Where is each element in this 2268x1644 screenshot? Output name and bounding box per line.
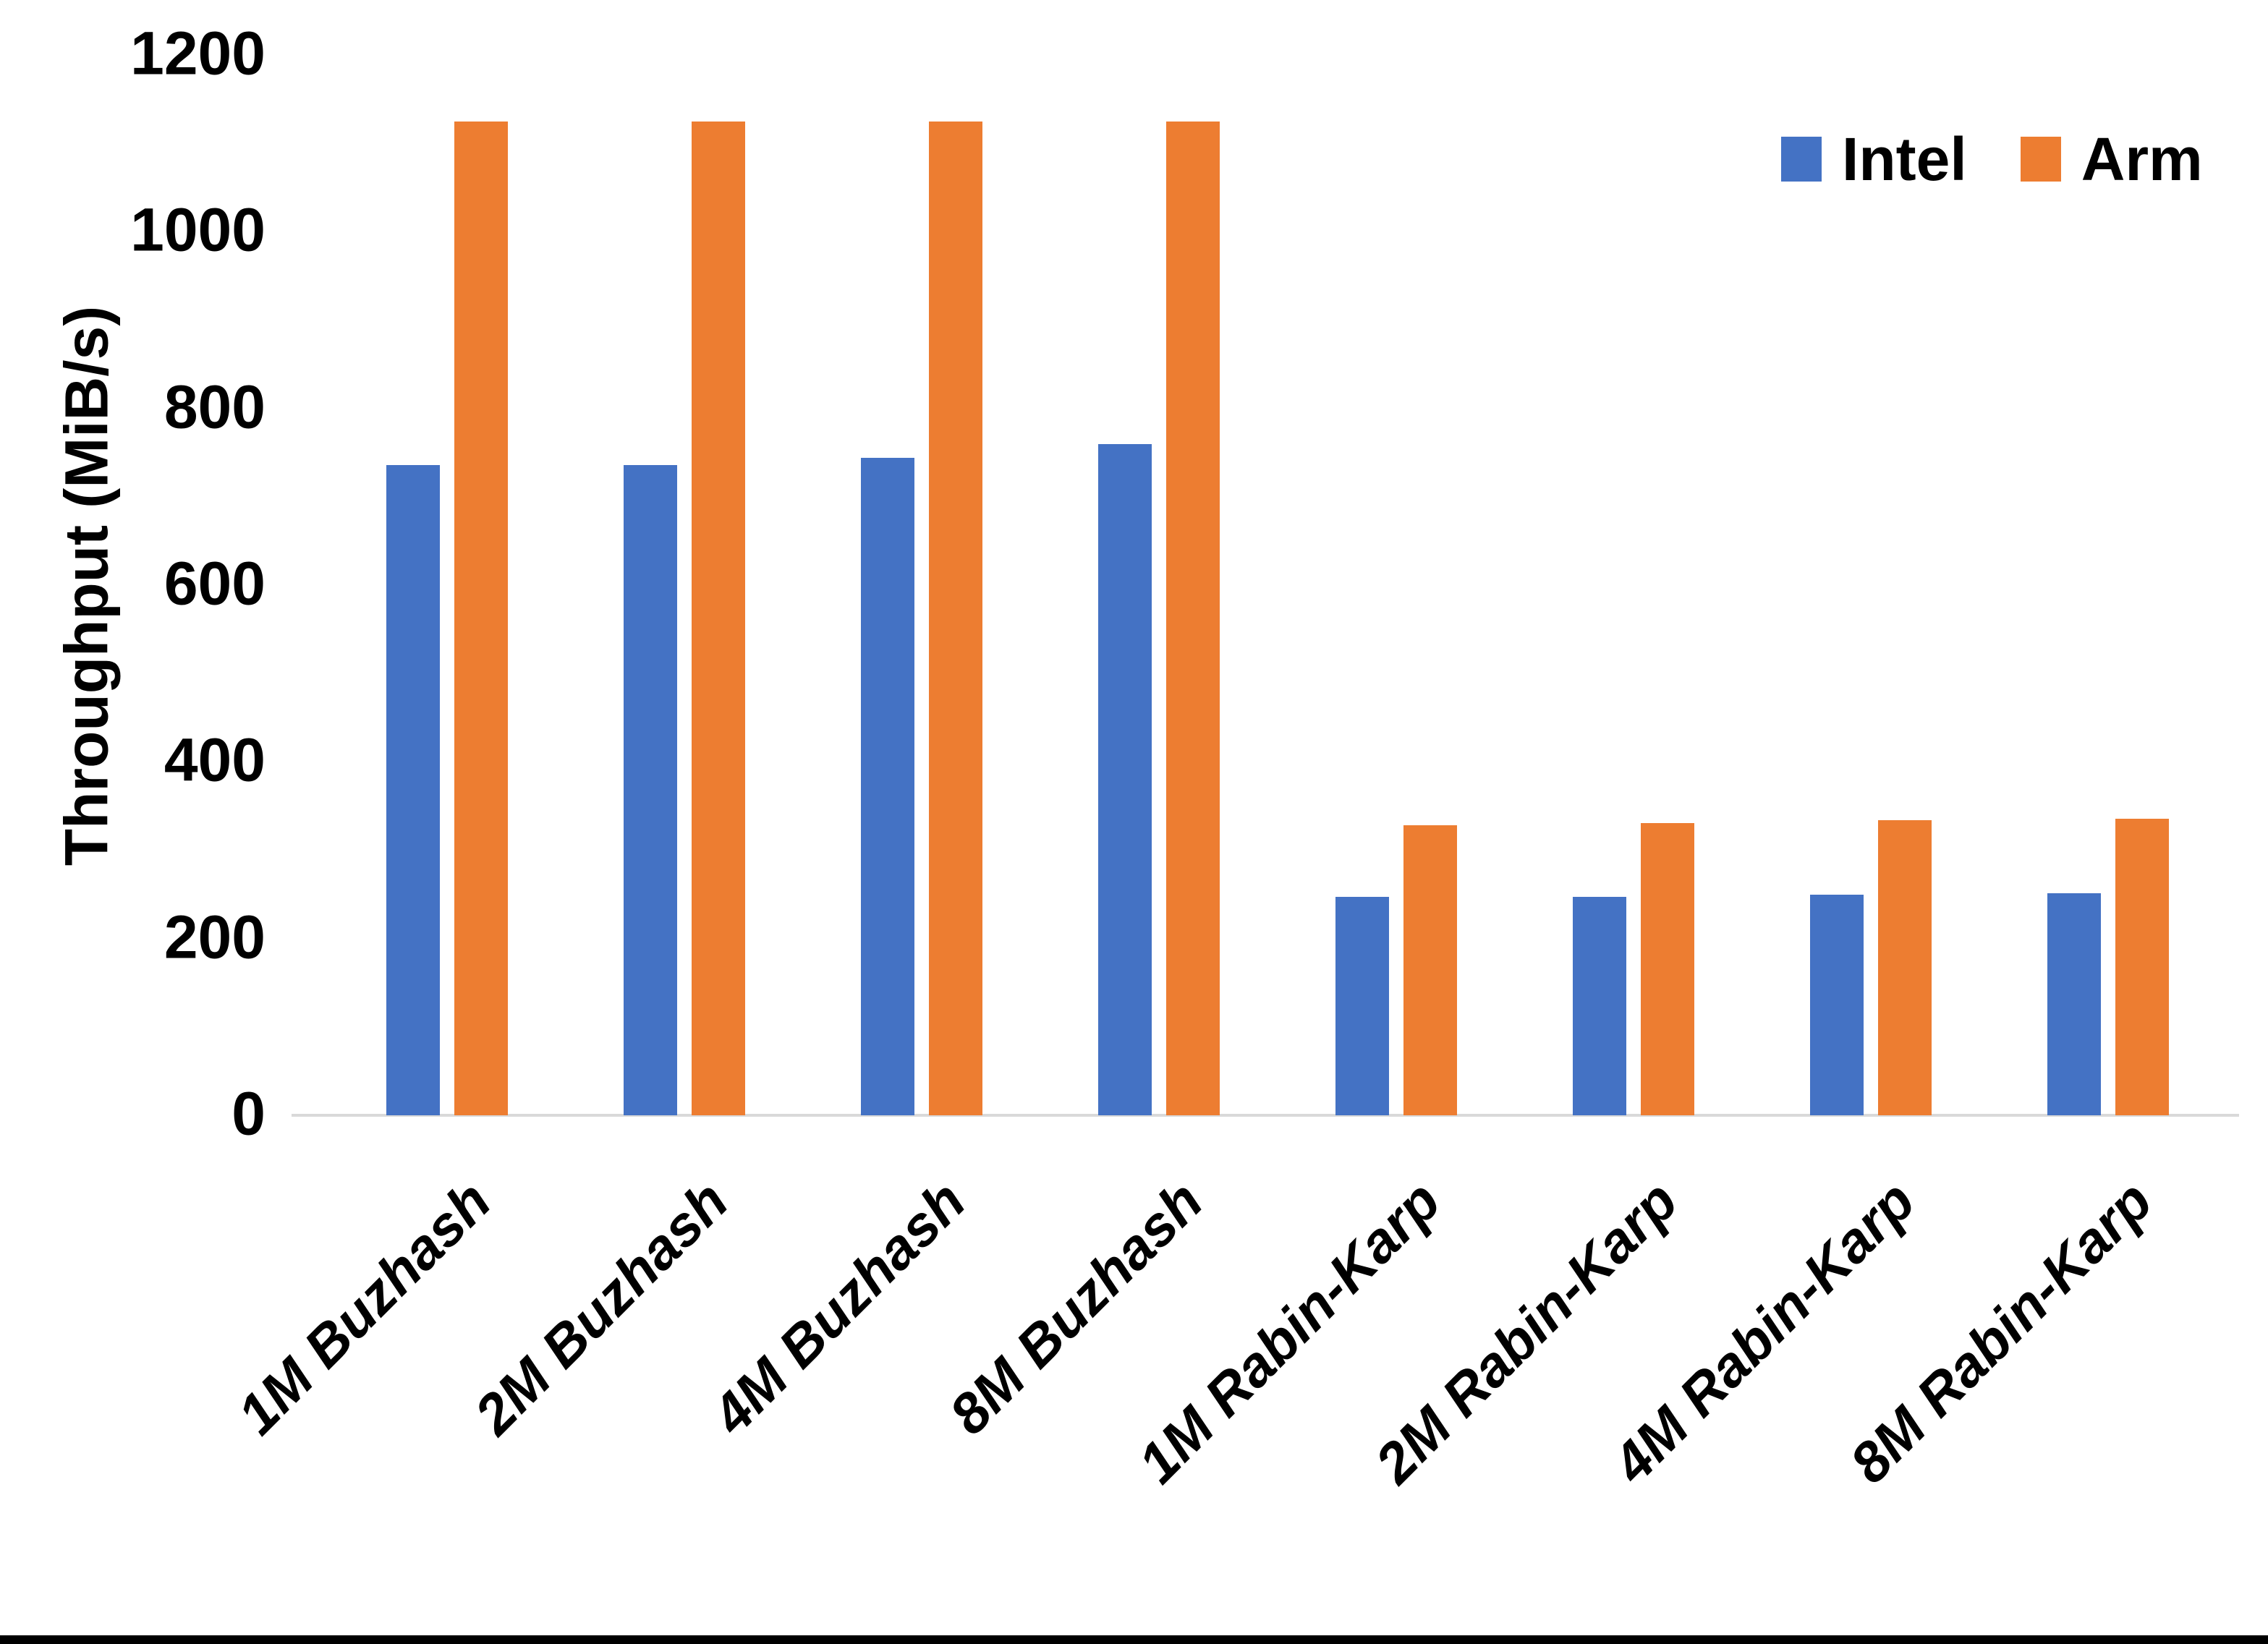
bar-arm-1m-buzhash	[454, 122, 508, 1115]
ytick-0: 0	[232, 1079, 266, 1148]
xlabel-2m-buzhash: 2M Buzhash	[462, 1168, 740, 1447]
bar-intel-2m-rabin-karp	[1573, 897, 1626, 1115]
bar-arm-8m-buzhash	[1166, 122, 1220, 1115]
intel-legend-label: Intel	[1842, 125, 1967, 193]
ytick-800: 800	[163, 372, 266, 441]
arm-series-swatch	[2020, 137, 2061, 182]
ytick-400: 400	[163, 725, 266, 794]
ytick-600: 600	[163, 549, 266, 618]
xlabel-4m-buzhash: 4M Buzhash	[699, 1168, 977, 1447]
bar-arm-4m-rabin-karp	[1878, 820, 1932, 1115]
bar-arm-2m-rabin-karp	[1641, 823, 1694, 1115]
bar-intel-1m-rabin-karp	[1335, 897, 1389, 1115]
bar-arm-4m-buzhash	[929, 122, 982, 1115]
ytick-1200: 1200	[130, 19, 266, 88]
bar-intel-4m-buzhash	[861, 458, 914, 1115]
arm-legend-label: Arm	[2081, 125, 2203, 193]
ytick-1000: 1000	[130, 195, 266, 264]
ytick-200: 200	[163, 903, 266, 971]
bar-intel-1m-buzhash	[386, 465, 440, 1115]
x-axis-line	[292, 1114, 2239, 1117]
bar-arm-1m-rabin-karp	[1403, 825, 1457, 1115]
bar-arm-2m-buzhash	[692, 122, 745, 1115]
bar-arm-8m-rabin-karp	[2115, 819, 2169, 1115]
bottom-border	[0, 1635, 2268, 1644]
xlabel-1m-buzhash: 1M Buzhash	[224, 1168, 503, 1447]
bar-intel-4m-rabin-karp	[1810, 895, 1864, 1115]
legend-item-arm: Arm	[2020, 125, 2203, 193]
bar-intel-2m-buzhash	[624, 465, 677, 1115]
legend-item-intel: Intel	[1781, 129, 1967, 189]
y-axis-title: Throughput (MiB/s)	[52, 305, 121, 866]
bar-intel-8m-buzhash	[1098, 444, 1152, 1115]
bar-intel-8m-rabin-karp	[2047, 893, 2101, 1115]
legend: Intel Arm	[1781, 129, 2203, 189]
intel-series-swatch	[1781, 137, 1822, 182]
